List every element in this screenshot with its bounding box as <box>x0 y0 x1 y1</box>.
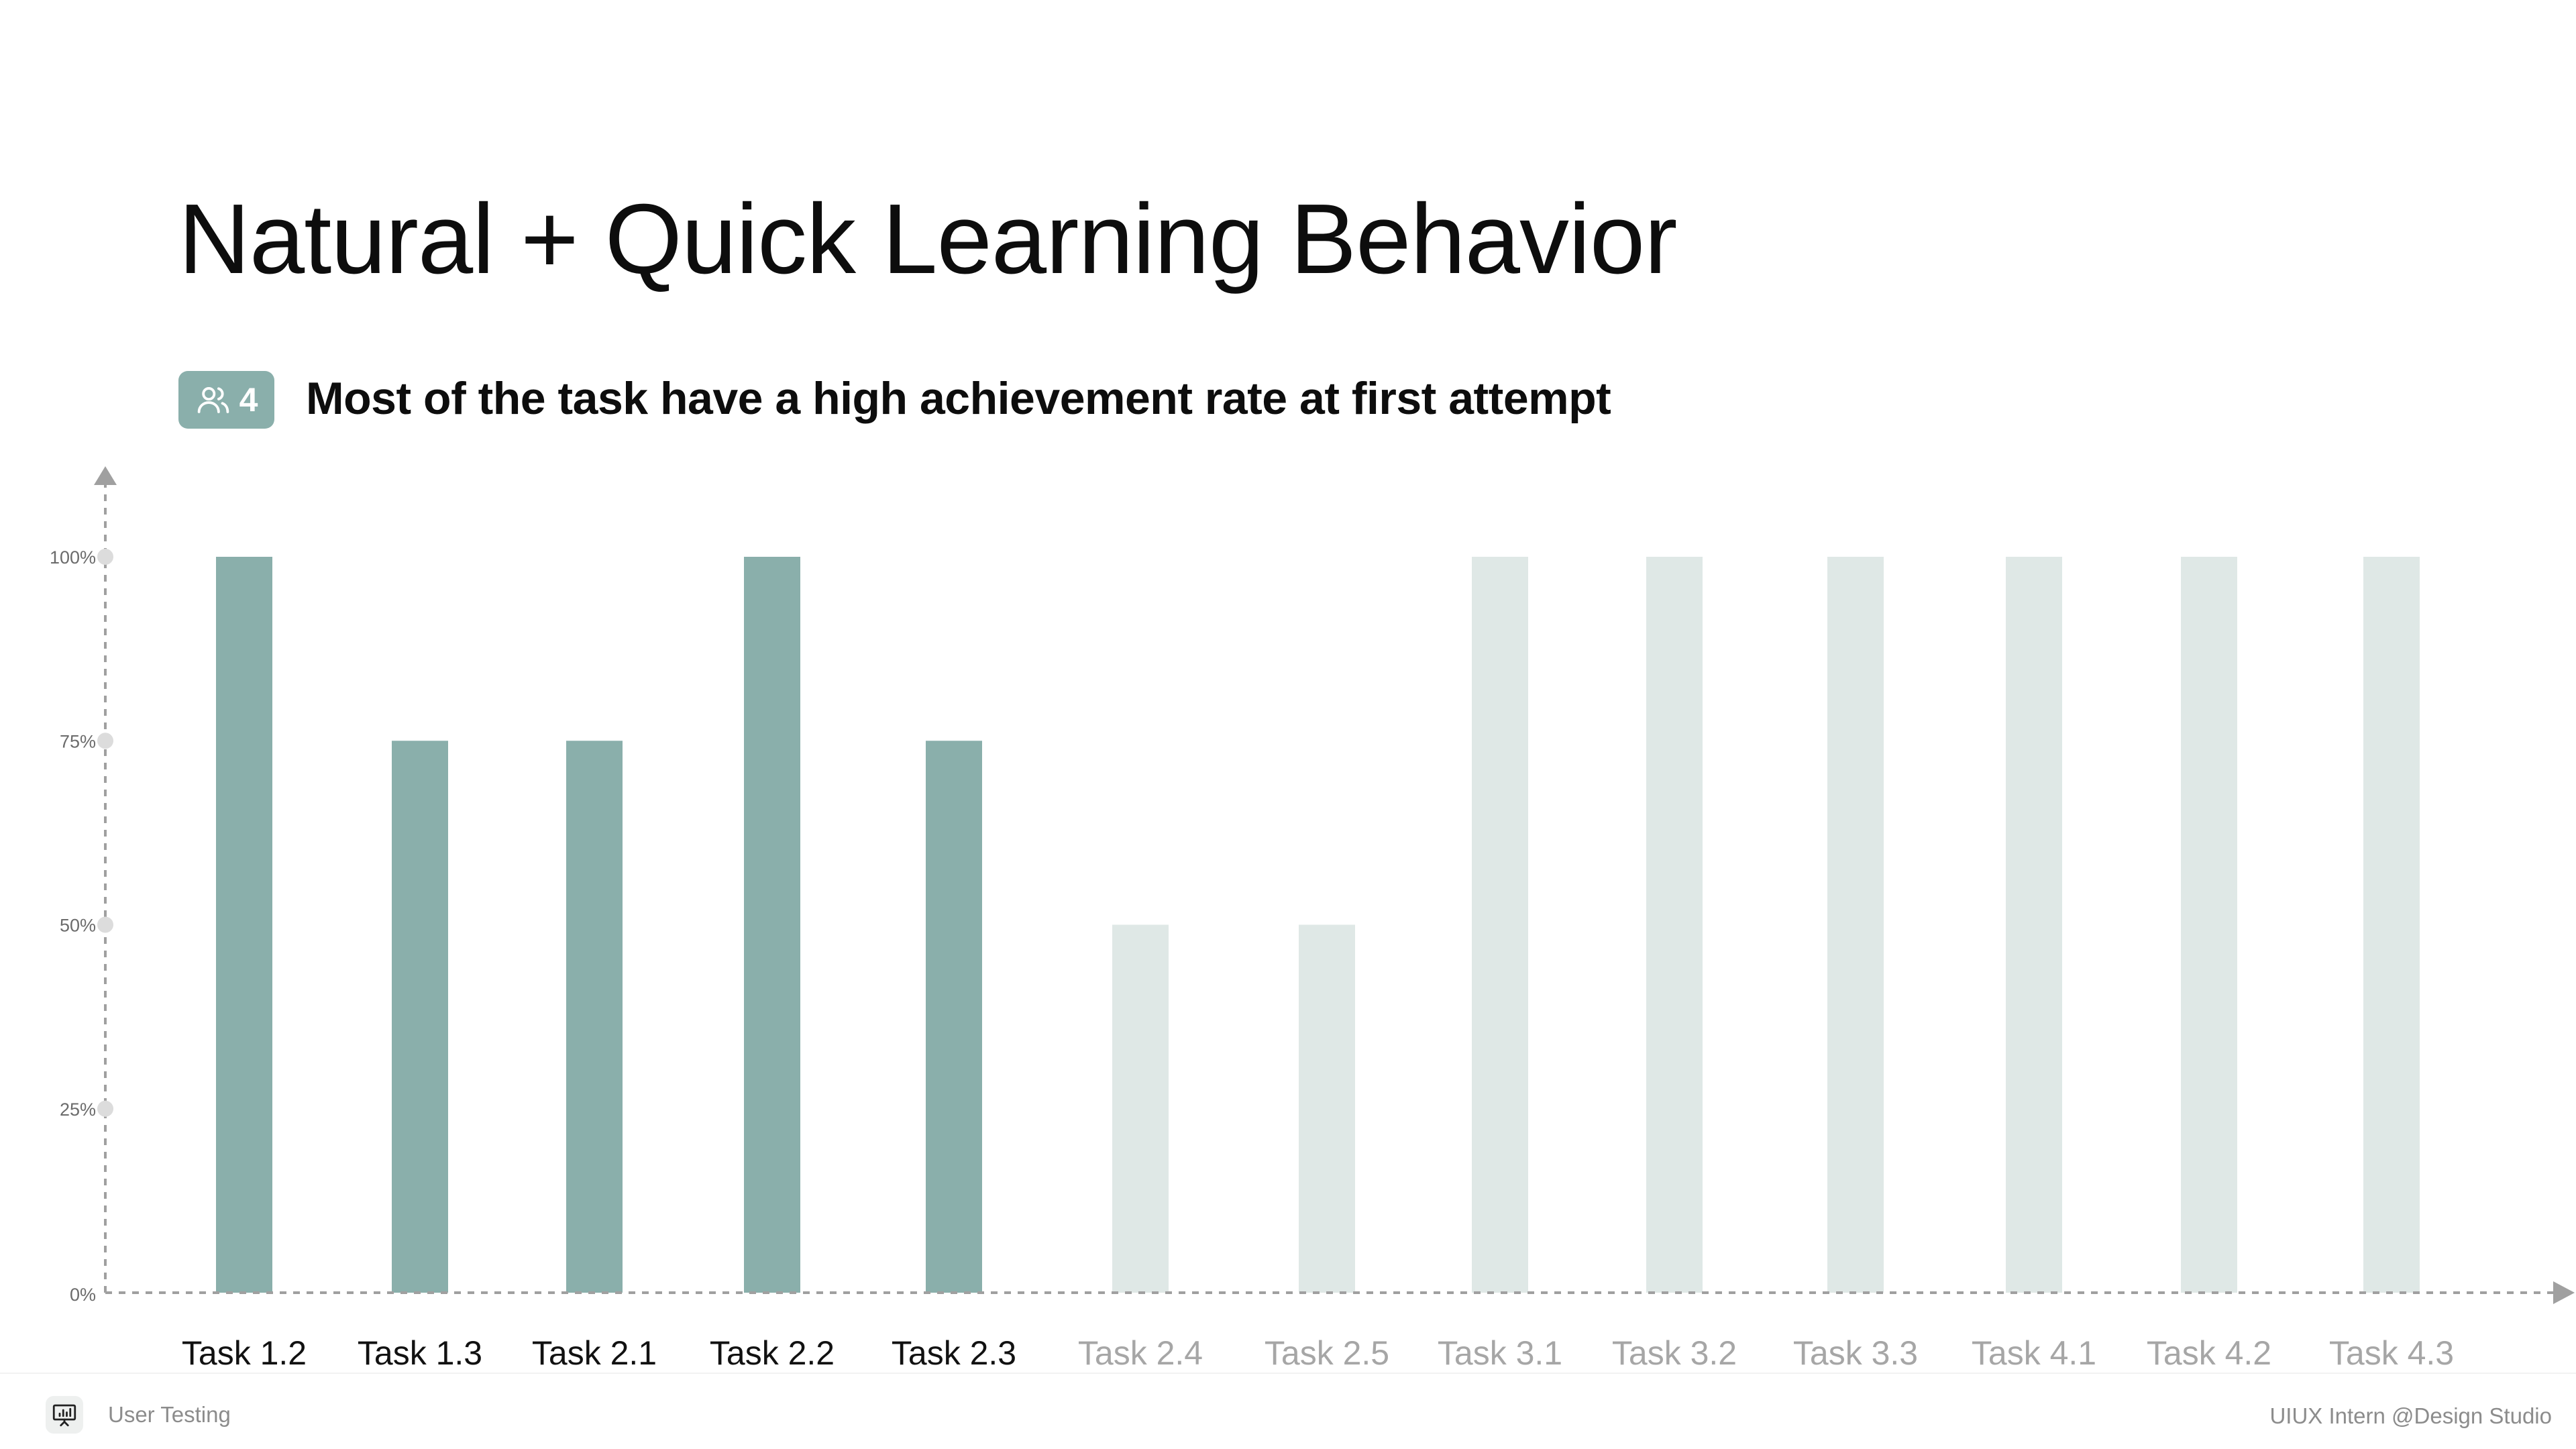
bar-task-3-2 <box>1646 557 1703 1293</box>
bar-task-1-2 <box>216 557 272 1293</box>
participant-count: 4 <box>239 381 258 419</box>
users-icon <box>195 382 231 418</box>
bar-task-2-4 <box>1112 924 1169 1293</box>
bar-task-2-2 <box>744 557 800 1293</box>
bar-task-1-3 <box>392 741 448 1293</box>
slide-subtitle: Most of the task have a high achievement… <box>306 373 1611 424</box>
y-tick-label-25: 25% <box>60 1099 96 1120</box>
bar-task-2-5 <box>1299 924 1355 1293</box>
y-tick-label-100: 100% <box>50 547 96 568</box>
slide-title: Natural + Quick Learning Behavior <box>178 184 1677 294</box>
y-axis-arrow-icon <box>94 466 117 485</box>
x-tick-label-task-1-2: Task 1.2 <box>182 1334 307 1372</box>
bar-task-2-1 <box>566 741 623 1293</box>
footer-credit: UIUX Intern @Design Studio <box>2269 1403 2552 1428</box>
x-axis-arrow-icon <box>2553 1281 2575 1304</box>
y-tick-dot-50 <box>97 916 113 933</box>
x-tick-label-task-2-4: Task 2.4 <box>1078 1334 1203 1372</box>
y-tick-label-50: 50% <box>60 916 96 936</box>
bar-task-3-3 <box>1827 557 1884 1293</box>
bar-task-4-3 <box>2363 557 2420 1293</box>
x-tick-label-task-2-2: Task 2.2 <box>710 1334 835 1372</box>
bar-task-3-1 <box>1472 557 1528 1293</box>
x-tick-label-task-4-3: Task 4.3 <box>2329 1334 2454 1372</box>
x-tick-label-task-2-5: Task 2.5 <box>1265 1334 1389 1372</box>
presentation-chart-icon <box>46 1396 83 1434</box>
x-tick-label-task-3-3: Task 3.3 <box>1793 1334 1918 1372</box>
bar-task-4-1 <box>2006 557 2062 1293</box>
x-tick-label-task-4-2: Task 4.2 <box>2147 1334 2271 1372</box>
y-tick-dot-100 <box>97 549 113 565</box>
footer-divider <box>0 1373 2576 1374</box>
bar-task-2-3 <box>926 741 982 1293</box>
y-tick-dot-25 <box>97 1100 113 1117</box>
footer-section-label: User Testing <box>108 1402 231 1427</box>
x-tick-label-task-4-1: Task 4.1 <box>1972 1334 2096 1372</box>
y-tick-label-75: 75% <box>60 731 96 751</box>
y-tick-label-0: 0% <box>70 1285 96 1305</box>
bar-task-4-2 <box>2181 557 2237 1293</box>
participants-badge: 4 <box>178 371 274 429</box>
x-tick-label-task-2-3: Task 2.3 <box>892 1334 1016 1372</box>
x-tick-label-task-1-3: Task 1.3 <box>358 1334 482 1372</box>
x-tick-label-task-3-2: Task 3.2 <box>1612 1334 1737 1372</box>
x-tick-label-task-2-1: Task 2.1 <box>532 1334 657 1372</box>
x-tick-label-task-3-1: Task 3.1 <box>1438 1334 1562 1372</box>
y-tick-dot-75 <box>97 733 113 749</box>
